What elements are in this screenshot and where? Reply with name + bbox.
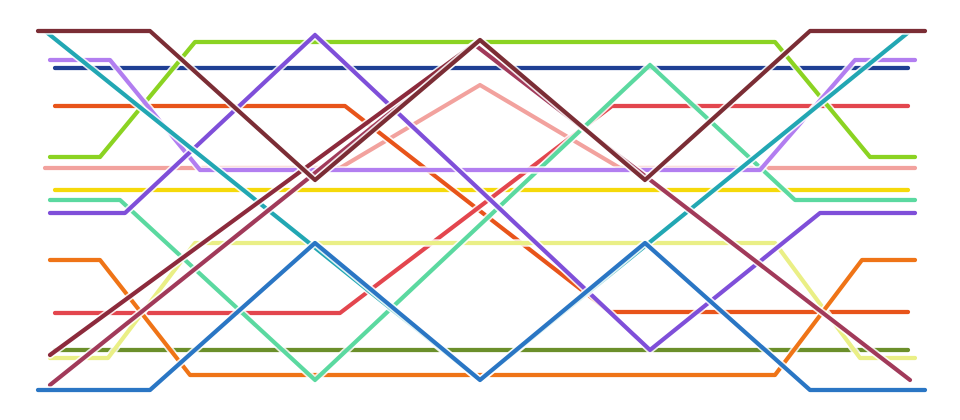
line-stroke-red [52, 103, 911, 316]
line-maroon [46, 36, 484, 359]
line-violet [46, 31, 919, 354]
line-red [51, 102, 912, 317]
line-mint [46, 61, 919, 384]
line-pale-yellow [46, 239, 919, 362]
line-stroke-blue [35, 240, 928, 393]
line-stroke-salmon [42, 82, 918, 171]
line-halo-light-purple [46, 56, 919, 174]
line-stroke-light-purple [47, 57, 918, 173]
line-halo-salmon [41, 81, 919, 172]
line-dark-red [34, 27, 929, 184]
line-blue [34, 239, 929, 394]
line-stroke-mint [47, 62, 918, 383]
line-salmon [41, 81, 919, 172]
line-stroke-pale-yellow [47, 240, 918, 361]
line-stroke-maroon [47, 37, 483, 358]
line-stroke-violet [47, 32, 918, 353]
line-stroke-dark-red [35, 28, 928, 183]
line-light-purple [46, 56, 919, 174]
